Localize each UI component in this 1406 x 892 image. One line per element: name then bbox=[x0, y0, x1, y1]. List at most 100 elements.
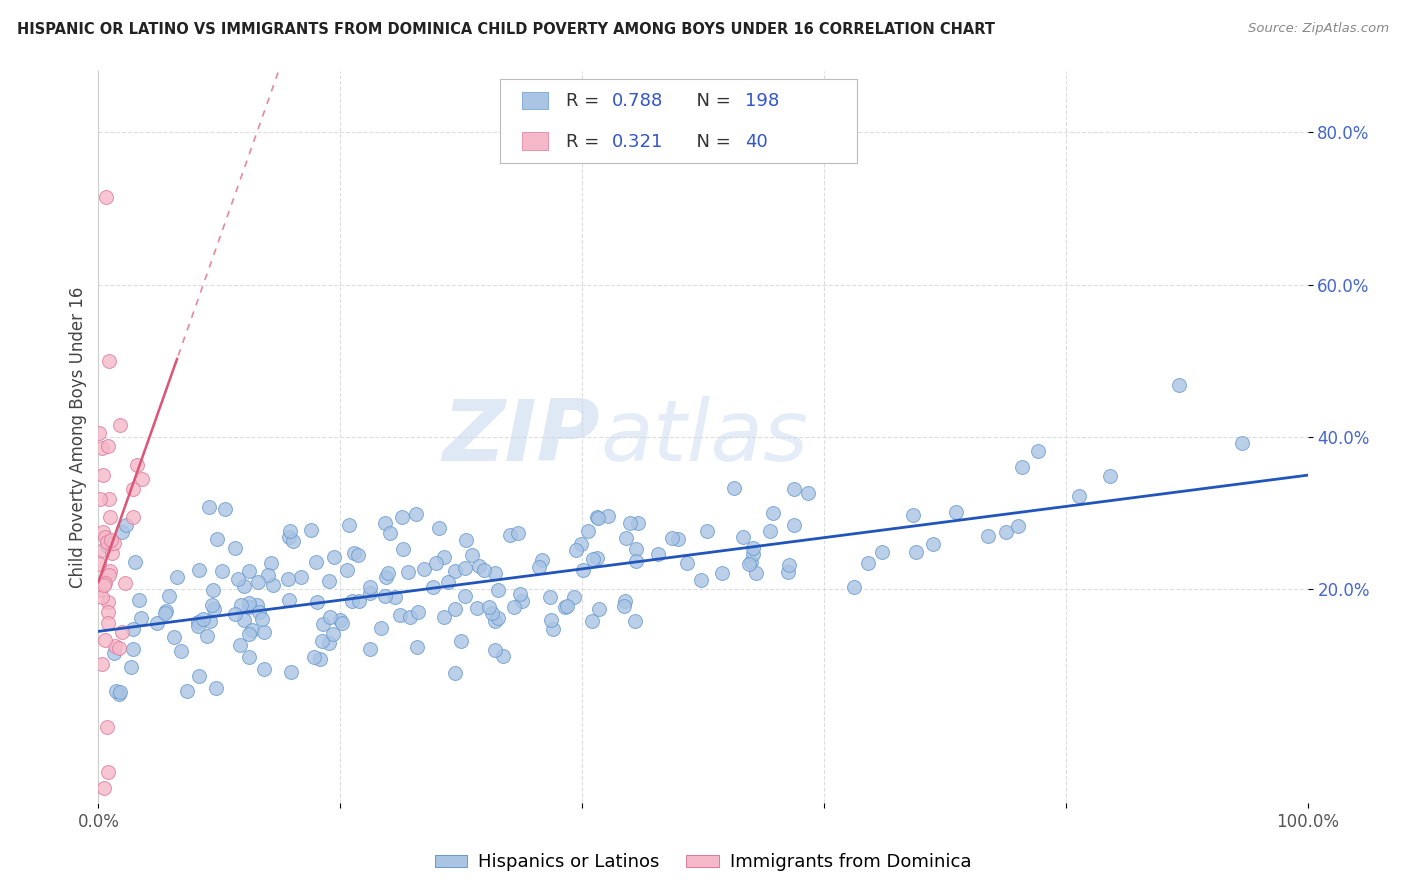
Point bbox=[405, 508, 427, 522]
Point bbox=[97, 765, 120, 780]
Text: N =: N = bbox=[685, 133, 737, 151]
Point bbox=[90, 441, 112, 455]
Point bbox=[510, 593, 533, 607]
Point bbox=[111, 524, 134, 539]
Point bbox=[384, 590, 406, 604]
Point bbox=[450, 634, 472, 648]
Point bbox=[131, 611, 153, 625]
Point bbox=[762, 506, 785, 520]
Point bbox=[127, 458, 149, 472]
Point bbox=[433, 550, 456, 565]
Point bbox=[870, 545, 893, 559]
Point bbox=[596, 508, 619, 523]
Point bbox=[370, 621, 392, 635]
Text: HISPANIC OR LATINO VS IMMIGRANTS FROM DOMINICA CHILD POVERTY AMONG BOYS UNDER 16: HISPANIC OR LATINO VS IMMIGRANTS FROM DO… bbox=[17, 22, 995, 37]
Point bbox=[229, 638, 252, 652]
Point bbox=[478, 599, 501, 614]
Point bbox=[91, 468, 114, 483]
FancyBboxPatch shape bbox=[522, 132, 548, 150]
Point bbox=[278, 592, 301, 607]
Point bbox=[97, 605, 120, 619]
Point bbox=[543, 622, 565, 636]
Y-axis label: Child Poverty Among Boys Under 16: Child Poverty Among Boys Under 16 bbox=[69, 286, 87, 588]
Text: 0.321: 0.321 bbox=[613, 133, 664, 151]
Point bbox=[305, 555, 328, 569]
Point bbox=[540, 613, 562, 627]
Point bbox=[588, 601, 610, 615]
Point bbox=[302, 650, 325, 665]
Point bbox=[619, 516, 641, 531]
Point bbox=[201, 598, 224, 612]
Point bbox=[204, 681, 226, 695]
Text: N =: N = bbox=[685, 93, 737, 111]
Point bbox=[108, 688, 131, 702]
Point bbox=[444, 564, 467, 578]
Point bbox=[278, 524, 301, 539]
Point bbox=[468, 559, 491, 574]
Point bbox=[253, 624, 276, 639]
Point bbox=[163, 630, 186, 644]
Point bbox=[103, 536, 125, 550]
Point bbox=[901, 508, 924, 523]
Text: R =: R = bbox=[567, 93, 606, 111]
Point bbox=[374, 516, 396, 531]
Text: Source: ZipAtlas.com: Source: ZipAtlas.com bbox=[1249, 22, 1389, 36]
Point bbox=[290, 570, 312, 584]
Point bbox=[484, 642, 506, 657]
Point bbox=[576, 524, 599, 538]
Point bbox=[742, 548, 765, 562]
Point bbox=[1007, 518, 1029, 533]
Point bbox=[484, 614, 506, 628]
Point bbox=[745, 566, 768, 580]
Point bbox=[97, 595, 120, 609]
Point bbox=[740, 555, 762, 569]
Point bbox=[994, 525, 1017, 540]
Point bbox=[977, 529, 1000, 543]
Point bbox=[454, 533, 477, 548]
Point bbox=[128, 593, 150, 607]
Point bbox=[613, 599, 636, 613]
FancyBboxPatch shape bbox=[522, 92, 548, 110]
Point bbox=[499, 528, 522, 542]
Point bbox=[586, 511, 609, 525]
Point bbox=[842, 581, 865, 595]
Point bbox=[555, 599, 578, 613]
Point bbox=[100, 546, 122, 560]
Point bbox=[108, 685, 131, 699]
Point bbox=[91, 525, 114, 540]
Point bbox=[122, 641, 145, 656]
Point bbox=[359, 580, 381, 594]
Point bbox=[392, 542, 415, 557]
Point bbox=[945, 505, 967, 519]
Point bbox=[169, 644, 191, 658]
Point bbox=[375, 570, 398, 584]
Point bbox=[347, 548, 370, 562]
Point bbox=[443, 665, 465, 680]
Point bbox=[262, 578, 284, 592]
Point bbox=[343, 546, 366, 560]
Point bbox=[121, 622, 143, 636]
Point bbox=[94, 190, 117, 204]
Point bbox=[253, 662, 276, 676]
Point bbox=[157, 589, 180, 603]
Point bbox=[486, 583, 509, 598]
Point bbox=[318, 574, 340, 588]
Point bbox=[696, 524, 718, 538]
Point bbox=[207, 532, 229, 546]
Point bbox=[581, 614, 603, 628]
Point bbox=[666, 532, 689, 546]
Point bbox=[388, 608, 411, 623]
Point bbox=[155, 606, 177, 620]
Point bbox=[330, 616, 353, 631]
Point bbox=[377, 566, 399, 580]
Point bbox=[250, 612, 273, 626]
Point bbox=[347, 593, 370, 607]
Point bbox=[105, 684, 128, 698]
Point bbox=[509, 587, 531, 601]
Point bbox=[311, 634, 333, 648]
Text: ZIP: ZIP bbox=[443, 395, 600, 479]
Point bbox=[454, 561, 477, 575]
Point bbox=[492, 649, 515, 664]
Point bbox=[624, 541, 647, 556]
Point bbox=[98, 354, 121, 368]
